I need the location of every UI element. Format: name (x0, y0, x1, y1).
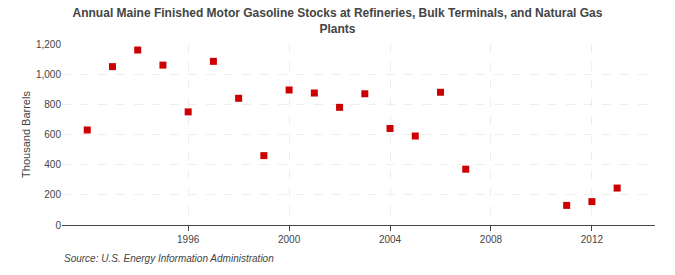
svg-text:1,000: 1,000 (36, 69, 61, 80)
svg-text:200: 200 (44, 189, 61, 200)
svg-text:2004: 2004 (379, 234, 402, 245)
svg-text:800: 800 (44, 99, 61, 110)
svg-text:2008: 2008 (480, 234, 503, 245)
svg-text:Source: U.S. Energy Informatio: Source: U.S. Energy Information Administ… (64, 253, 274, 264)
svg-text:1996: 1996 (177, 234, 200, 245)
svg-text:600: 600 (44, 129, 61, 140)
svg-text:1,200: 1,200 (36, 39, 61, 50)
svg-text:Thousand Barrels: Thousand Barrels (20, 91, 32, 178)
svg-text:Annual Maine Finished Motor Ga: Annual Maine Finished Motor Gasoline Sto… (73, 6, 603, 36)
svg-text:2012: 2012 (581, 234, 604, 245)
svg-text:0: 0 (55, 220, 61, 231)
svg-text:400: 400 (44, 159, 61, 170)
svg-text:2000: 2000 (278, 234, 301, 245)
